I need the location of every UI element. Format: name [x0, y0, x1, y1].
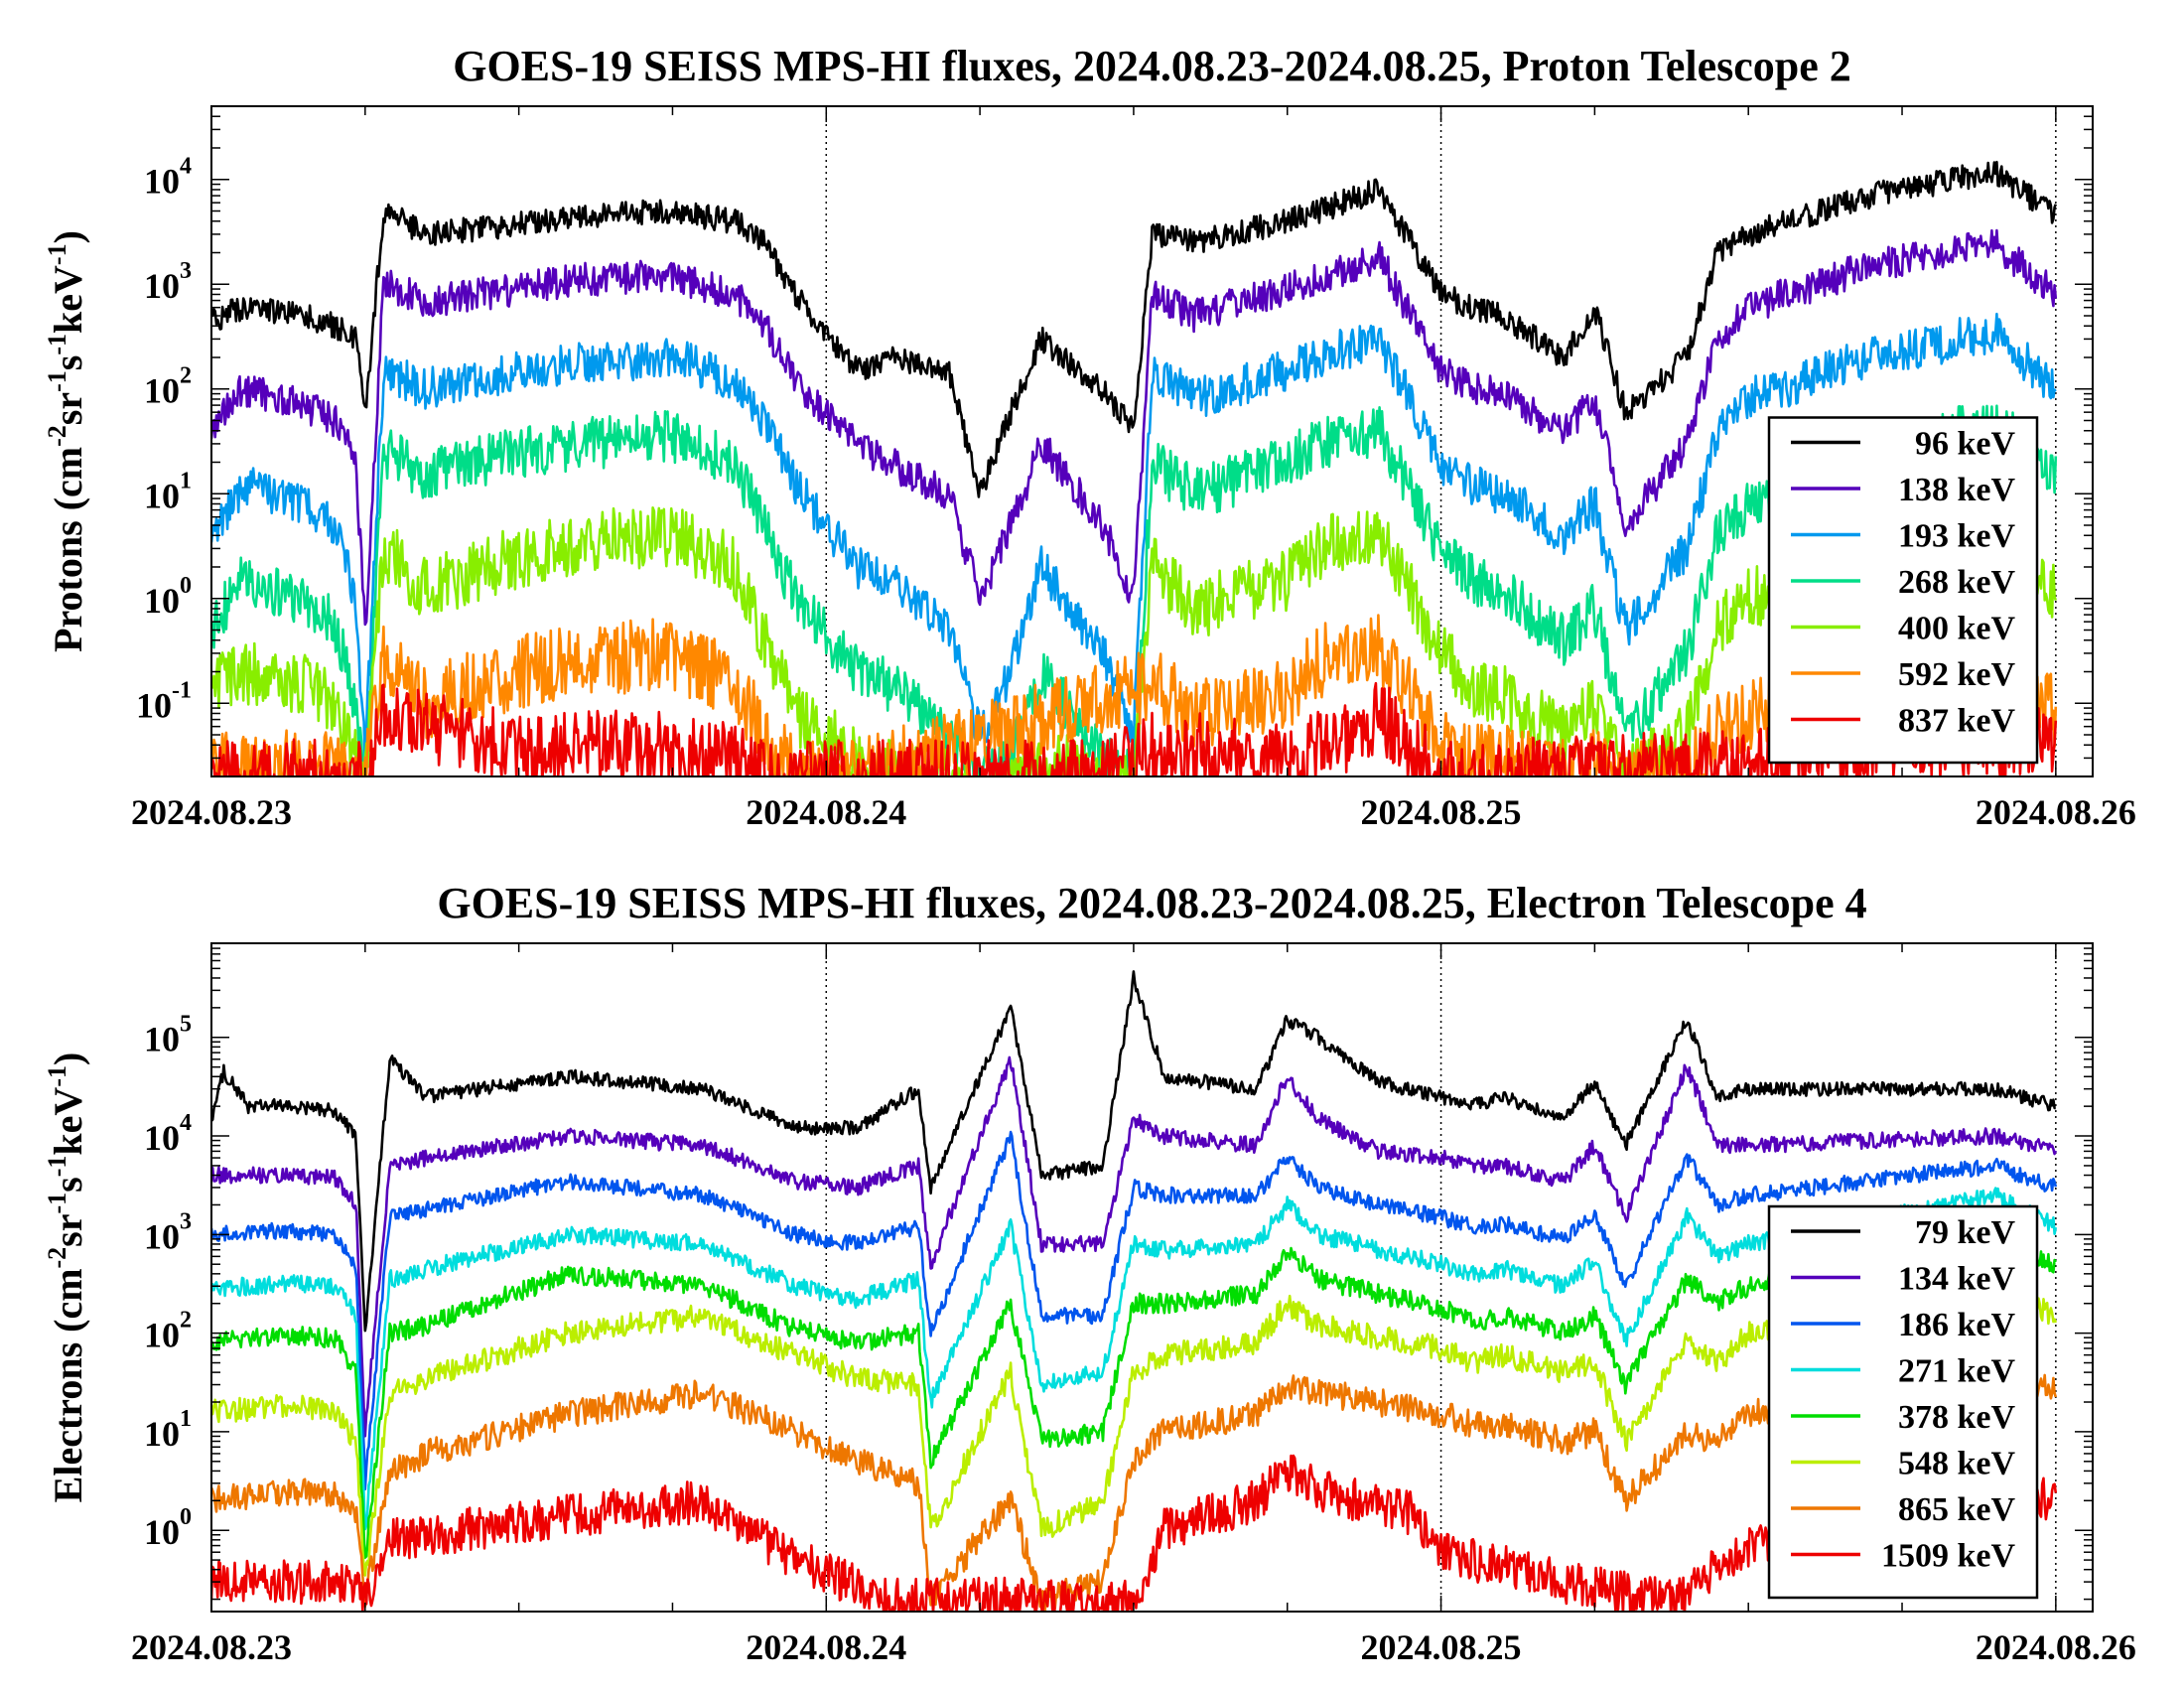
series-line-4 — [211, 1223, 2057, 1560]
y-tick-label: 101 — [144, 468, 192, 515]
legend-label: 268 keV — [1898, 564, 2016, 601]
y-axis-label: Protons (cm-2sr-1s-1keV-1) — [43, 230, 90, 652]
chart-title: GOES-19 SEISS MPS-HI fluxes, 2024.08.23-… — [453, 42, 1851, 90]
legend-label: 837 keV — [1898, 703, 2016, 740]
legend-label: 548 keV — [1898, 1446, 2016, 1482]
legend-label: 193 keV — [1898, 518, 2016, 555]
legend-box — [1767, 416, 2039, 765]
x-tick-label: 2024.08.25 — [1361, 792, 1522, 832]
series-line-5 — [211, 614, 2058, 776]
legend-box — [1767, 1204, 2039, 1600]
electron-panel: GOES-19 SEISS MPS-HI fluxes, 2024.08.23-… — [43, 879, 2136, 1667]
series-line-7 — [211, 1454, 2058, 1612]
y-tick-label: 100 — [144, 1504, 192, 1552]
legend-label: 865 keV — [1898, 1491, 2016, 1528]
x-tick-label: 2024.08.23 — [131, 1627, 292, 1667]
series-line-1 — [211, 1055, 2058, 1438]
x-tick-label: 2024.08.24 — [746, 1627, 906, 1667]
legend-label: 134 keV — [1898, 1261, 2016, 1298]
x-tick-label: 2024.08.26 — [1976, 792, 2136, 832]
legend-label: 96 keV — [1915, 426, 2016, 463]
y-tick-label: 102 — [144, 363, 192, 411]
legend-label: 378 keV — [1898, 1399, 2016, 1436]
plot-frame — [210, 942, 2094, 1613]
series-lines — [211, 160, 2058, 776]
legend: 96 keV 138 keV 193 keV 268 keV 400 keV 592 ke… — [1767, 416, 2039, 765]
y-tick-label: 100 — [144, 573, 192, 621]
x-tick-label: 2024.08.26 — [1976, 1627, 2136, 1667]
series-line-3 — [211, 1187, 2058, 1531]
y-tick-label: 104 — [144, 1110, 192, 1158]
series-line-3 — [211, 404, 2058, 776]
series-line-5 — [211, 1274, 2058, 1577]
proton-panel: GOES-19 SEISS MPS-HI fluxes, 2024.08.23-… — [43, 42, 2136, 832]
legend: 79 keV 134 keV 186 keV 271 keV 378 keV 548 ke… — [1767, 1204, 2039, 1600]
y-tick-label: 102 — [144, 1308, 192, 1355]
y-tick-label: 103 — [144, 258, 192, 306]
legend-label: 592 keV — [1898, 656, 2016, 693]
legend-label: 79 keV — [1915, 1214, 2016, 1251]
legend-label: 271 keV — [1898, 1353, 2016, 1390]
x-tick-label: 2024.08.24 — [746, 792, 906, 832]
legend-label: 186 keV — [1898, 1307, 2016, 1343]
series-line-6 — [211, 1358, 2058, 1612]
legend-label: 138 keV — [1898, 472, 2016, 508]
x-tick-label: 2024.08.23 — [131, 792, 292, 832]
y-tick-label: 105 — [144, 1012, 192, 1059]
y-tick-label: 10-1 — [136, 677, 192, 725]
series-line-4 — [211, 505, 2058, 776]
series-line-6 — [211, 681, 2058, 776]
y-tick-label: 104 — [144, 154, 192, 202]
y-axis-label: Electrons (cm-2sr-1s-1keV-1) — [43, 1053, 90, 1503]
legend-label: 1509 keV — [1881, 1538, 2016, 1575]
series-line-2 — [211, 1130, 2058, 1491]
series-line-0 — [211, 970, 2056, 1333]
x-tick-label: 2024.08.25 — [1361, 1627, 1522, 1667]
y-tick-label: 101 — [144, 1406, 192, 1454]
series-line-1 — [211, 228, 2058, 627]
series-lines — [211, 970, 2058, 1612]
y-tick-label: 103 — [144, 1208, 192, 1256]
legend-label: 400 keV — [1898, 611, 2016, 647]
chart-title: GOES-19 SEISS MPS-HI fluxes, 2024.08.23-… — [437, 879, 1866, 927]
series-line-0 — [211, 160, 2058, 498]
plot-frame — [210, 105, 2094, 777]
